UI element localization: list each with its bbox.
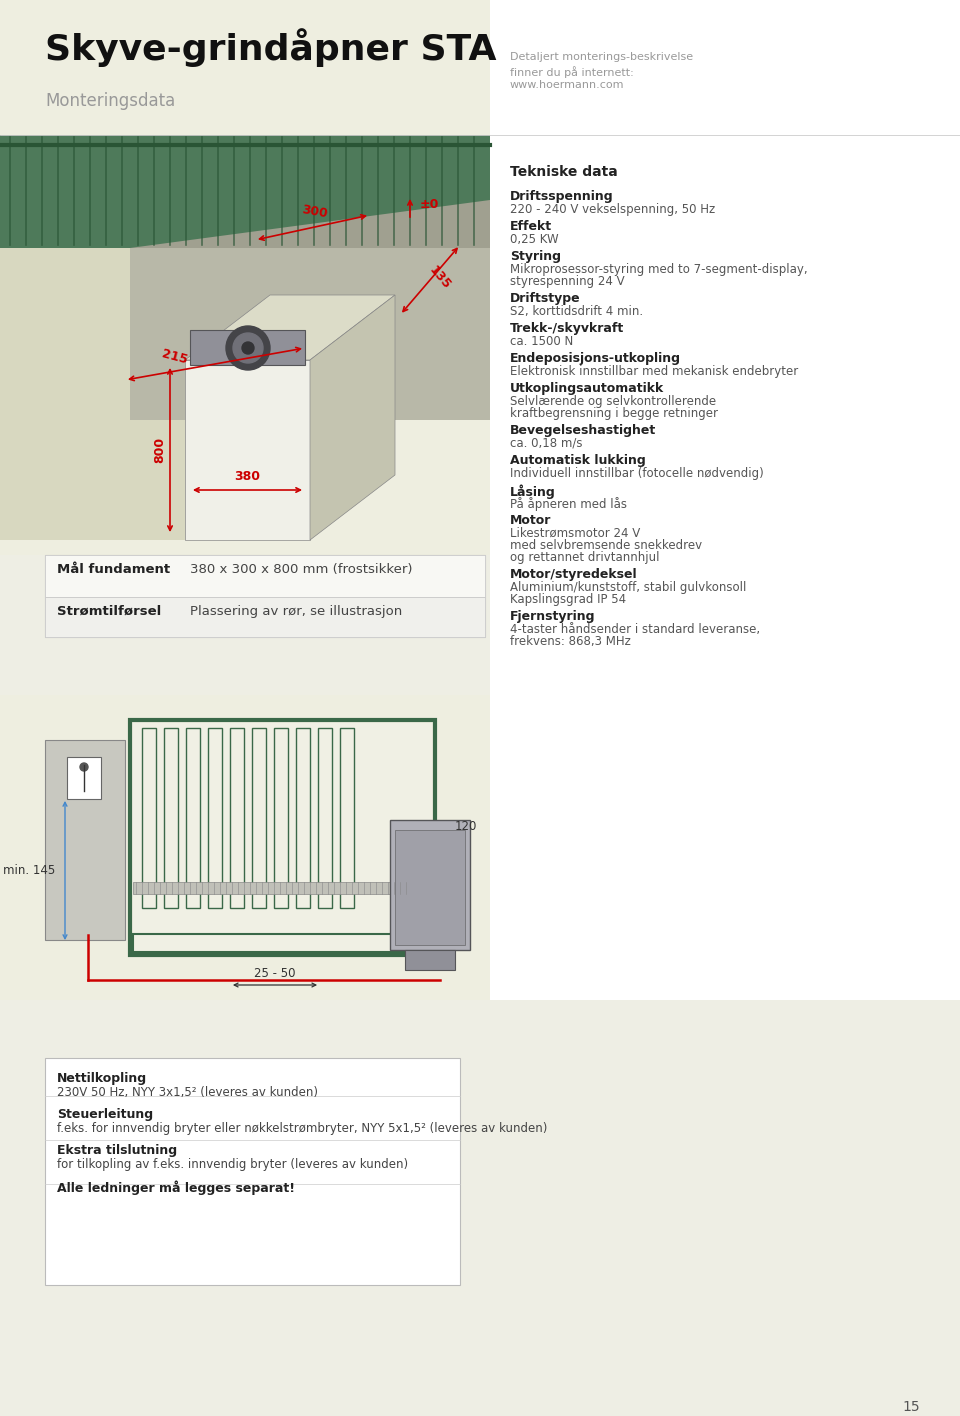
- Bar: [190, 330, 305, 365]
- Bar: [186, 728, 200, 908]
- Text: Tekniske data: Tekniske data: [510, 166, 617, 178]
- Text: Endeposisjons-utkopling: Endeposisjons-utkopling: [510, 353, 681, 365]
- Bar: [390, 820, 470, 950]
- Text: Strømtilførsel: Strømtilførsel: [57, 605, 161, 617]
- Text: Bevegelseshastighet: Bevegelseshastighet: [510, 423, 657, 438]
- Text: Mål fundament: Mål fundament: [57, 564, 170, 576]
- Text: Mikroprosessor-styring med to 7-segment-display,: Mikroprosessor-styring med to 7-segment-…: [510, 263, 807, 276]
- Text: finner du på internett:: finner du på internett:: [510, 67, 634, 78]
- Circle shape: [226, 326, 270, 370]
- Bar: [45, 555, 485, 637]
- Text: Selvlærende og selvkontrollerende: Selvlærende og selvkontrollerende: [510, 395, 716, 408]
- Text: Individuell innstillbar (fotocelle nødvendig): Individuell innstillbar (fotocelle nødve…: [510, 467, 764, 480]
- Text: Kapslingsgrad IP 54: Kapslingsgrad IP 54: [510, 593, 626, 606]
- Text: Aluminium/kunststoff, stabil gulvkonsoll: Aluminium/kunststoff, stabil gulvkonsoll: [510, 581, 746, 593]
- Text: 25 - 50: 25 - 50: [254, 967, 296, 980]
- Text: Trekk-/skyvkraft: Trekk-/skyvkraft: [510, 321, 624, 336]
- Text: 0,25 KW: 0,25 KW: [510, 234, 559, 246]
- Bar: [45, 555, 485, 598]
- Text: 800: 800: [154, 438, 166, 463]
- Text: Nettilkopling: Nettilkopling: [57, 1072, 147, 1085]
- Text: og rettannet drivtannhjul: og rettannet drivtannhjul: [510, 551, 660, 564]
- Text: Monteringsdata: Monteringsdata: [45, 92, 176, 110]
- Bar: [0, 135, 490, 251]
- Text: Automatisk lukking: Automatisk lukking: [510, 455, 646, 467]
- Text: 15: 15: [902, 1400, 920, 1415]
- Text: Motor/styredeksel: Motor/styredeksel: [510, 568, 637, 581]
- Text: Driftsspenning: Driftsspenning: [510, 190, 613, 202]
- Polygon shape: [185, 295, 395, 360]
- Text: min. 145: min. 145: [3, 864, 55, 877]
- Bar: [208, 728, 222, 908]
- Text: kraftbegrensning i begge retninger: kraftbegrensning i begge retninger: [510, 406, 718, 421]
- Bar: [274, 728, 288, 908]
- Circle shape: [233, 333, 263, 362]
- Text: 120: 120: [455, 820, 477, 833]
- Text: 380: 380: [234, 470, 260, 483]
- Circle shape: [80, 763, 88, 770]
- Text: med selvbremsende snekkedrev: med selvbremsende snekkedrev: [510, 539, 702, 552]
- Text: for tilkopling av f.eks. innvendig bryter (leveres av kunden): for tilkopling av f.eks. innvendig bryte…: [57, 1158, 408, 1171]
- Text: Skyve-grindåpner STA: Skyve-grindåpner STA: [45, 28, 496, 67]
- Text: www.hoermann.com: www.hoermann.com: [510, 79, 625, 91]
- Bar: [0, 0, 490, 135]
- Text: Driftstype: Driftstype: [510, 292, 581, 304]
- Text: Steuerleitung: Steuerleitung: [57, 1107, 154, 1121]
- Text: 135: 135: [426, 263, 453, 292]
- Text: ±0: ±0: [420, 198, 440, 211]
- Polygon shape: [130, 200, 490, 248]
- Text: Fjernstyring: Fjernstyring: [510, 610, 595, 623]
- Bar: [164, 728, 178, 908]
- Text: 300: 300: [301, 202, 329, 219]
- Bar: [405, 950, 455, 970]
- Bar: [340, 728, 354, 908]
- Bar: [252, 728, 266, 908]
- Bar: [0, 695, 490, 1000]
- Bar: [0, 135, 490, 555]
- Text: ca. 0,18 m/s: ca. 0,18 m/s: [510, 438, 583, 450]
- Text: Effekt: Effekt: [510, 219, 552, 234]
- Text: 380 x 300 x 800 mm (frostsikker): 380 x 300 x 800 mm (frostsikker): [190, 564, 413, 576]
- Bar: [45, 598, 485, 637]
- Bar: [133, 882, 413, 893]
- Bar: [130, 719, 435, 954]
- Text: S2, korttidsdrift 4 min.: S2, korttidsdrift 4 min.: [510, 304, 643, 319]
- Text: 4-taster håndsender i standard leveranse,: 4-taster håndsender i standard leveranse…: [510, 623, 760, 636]
- Polygon shape: [0, 248, 200, 539]
- Bar: [395, 830, 465, 944]
- Text: På åpneren med lås: På åpneren med lås: [510, 497, 627, 511]
- Text: Detaljert monterings-beskrivelse: Detaljert monterings-beskrivelse: [510, 52, 693, 62]
- Bar: [45, 741, 125, 940]
- Text: ca. 1500 N: ca. 1500 N: [510, 336, 573, 348]
- Text: Ekstra tilslutning: Ekstra tilslutning: [57, 1144, 178, 1157]
- Text: Alle ledninger må legges separat!: Alle ledninger må legges separat!: [57, 1180, 295, 1195]
- Text: f.eks. for innvendig bryter eller nøkkelstrømbryter, NYY 5x1,5² (leveres av kund: f.eks. for innvendig bryter eller nøkkel…: [57, 1121, 547, 1136]
- Text: 220 - 240 V vekselspenning, 50 Hz: 220 - 240 V vekselspenning, 50 Hz: [510, 202, 715, 217]
- Bar: [45, 1058, 460, 1284]
- Bar: [142, 728, 156, 908]
- Text: Likestrømsmotor 24 V: Likestrømsmotor 24 V: [510, 527, 640, 539]
- Text: Motor: Motor: [510, 514, 551, 527]
- Bar: [296, 728, 310, 908]
- Bar: [133, 935, 432, 952]
- Circle shape: [242, 343, 254, 354]
- Bar: [318, 728, 332, 908]
- Bar: [185, 360, 310, 539]
- Bar: [490, 135, 960, 1000]
- Text: Plassering av rør, se illustrasjon: Plassering av rør, se illustrasjon: [190, 605, 402, 617]
- Text: Styring: Styring: [510, 251, 561, 263]
- Text: Elektronisk innstillbar med mekanisk endebryter: Elektronisk innstillbar med mekanisk end…: [510, 365, 799, 378]
- Bar: [133, 724, 432, 952]
- Text: 230V 50 Hz, NYY 3x1,5² (leveres av kunden): 230V 50 Hz, NYY 3x1,5² (leveres av kunde…: [57, 1086, 318, 1099]
- Bar: [490, 0, 960, 135]
- Text: styrespenning 24 V: styrespenning 24 V: [510, 275, 625, 287]
- Text: Låsing: Låsing: [510, 484, 556, 498]
- Polygon shape: [310, 295, 395, 539]
- Bar: [67, 758, 101, 799]
- Text: 215: 215: [160, 347, 189, 367]
- Bar: [230, 728, 244, 908]
- Text: frekvens: 868,3 MHz: frekvens: 868,3 MHz: [510, 634, 631, 649]
- Text: Utkoplingsautomatikk: Utkoplingsautomatikk: [510, 382, 664, 395]
- Polygon shape: [130, 248, 490, 421]
